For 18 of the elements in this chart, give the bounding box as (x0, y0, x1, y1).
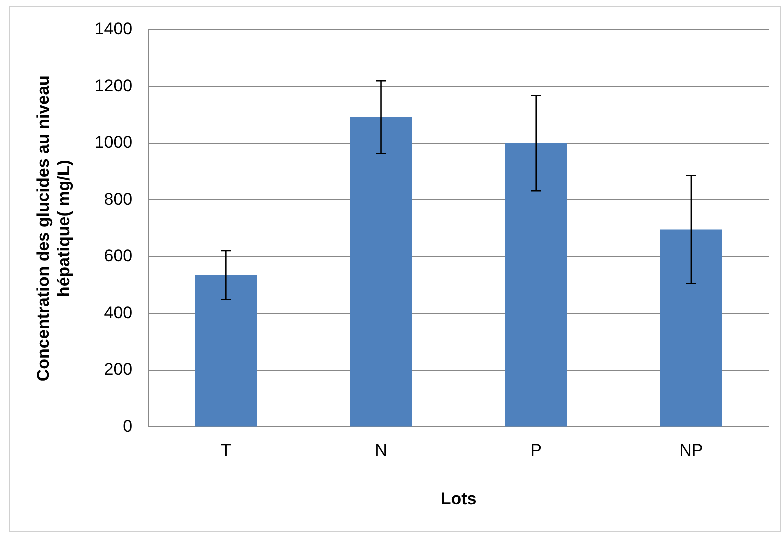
y-tick-label: 1400 (94, 20, 133, 39)
bar (350, 117, 412, 427)
y-tick-label: 1000 (94, 133, 133, 152)
y-tick-label: 800 (104, 190, 133, 209)
y-tick-label: 200 (104, 360, 133, 380)
y-tick-label: 600 (104, 246, 133, 266)
bar (195, 275, 258, 427)
y-tick-label: 0 (123, 416, 133, 436)
x-tick-label: N (375, 441, 388, 460)
y-tick-label: 400 (104, 303, 133, 322)
x-axis-title: Lots (440, 489, 477, 508)
x-tick-label: NP (680, 441, 704, 460)
x-tick-label: P (530, 441, 542, 460)
bar (660, 230, 722, 427)
y-axis-title: Concentration des glucides au niveau hépatique( mg/L) (34, 76, 74, 382)
y-tick-label: 1200 (94, 76, 133, 96)
x-tick-label: T (220, 441, 232, 460)
bar (505, 143, 568, 427)
